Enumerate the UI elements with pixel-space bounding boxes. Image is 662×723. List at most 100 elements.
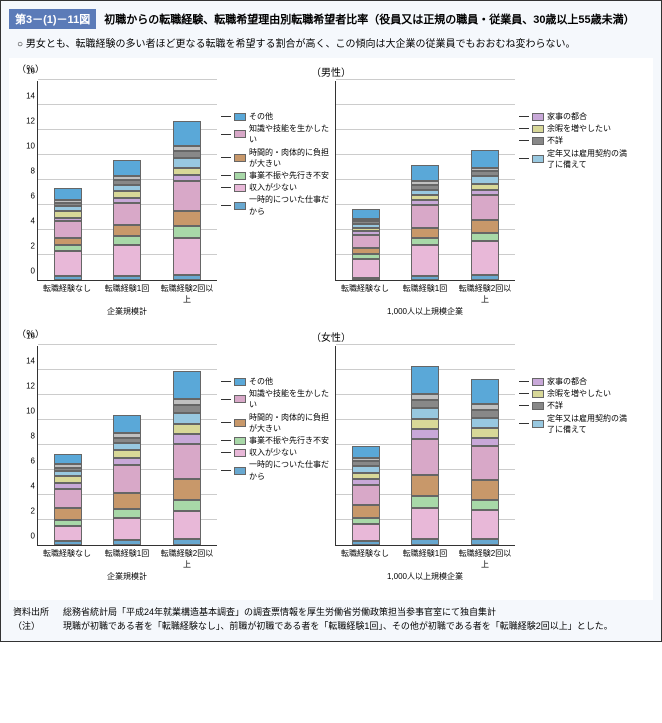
source-label: 資料出所: [13, 606, 63, 620]
footnote-label: （注）: [13, 620, 63, 634]
legend-item: 余暇を増やしたい: [519, 388, 629, 399]
bar-segment: [471, 446, 499, 480]
legend-pointer: [519, 405, 529, 406]
x-category-label: 転職経験なし: [335, 283, 394, 305]
stacked-bar: [113, 415, 141, 545]
y-tick-label: 4: [31, 482, 38, 491]
bar-segment: [173, 168, 201, 176]
x-labels: 転職経験なし転職経験1回転職経験2回以上: [335, 548, 515, 570]
bar-segment: [411, 366, 439, 394]
y-tick-label: 16: [26, 332, 38, 341]
bar-segment: [54, 541, 82, 545]
y-tick-label: 4: [31, 217, 38, 226]
bar-segment: [471, 275, 499, 280]
legend-label: 家事の都合: [547, 376, 587, 387]
stacked-bar: [54, 188, 82, 281]
legend-swatch: [532, 137, 544, 145]
source-text: 総務省統計局「平成24年就業構造基本調査」の調査票情報を厚生労働省労働政策担当参…: [63, 607, 496, 617]
chart-row: 0246810121416転職経験なし転職経験1回転職経験2回以上企業規模計その…: [15, 81, 647, 317]
legend-pointer: [221, 116, 231, 117]
legend-swatch: [234, 449, 246, 457]
legend-item: その他: [221, 376, 331, 387]
legend-swatch: [234, 378, 246, 386]
legend-label: 不詳: [547, 135, 563, 146]
legend-label: 時間的・肉体的に負担が大きい: [249, 412, 331, 434]
legend-swatch: [532, 378, 544, 386]
x-category-label: 転職経験2回以上: [455, 283, 514, 305]
legend-item: 一時的についた仕事だから: [221, 459, 331, 481]
x-category-label: 転職経験2回以上: [455, 548, 514, 570]
bar-segment: [471, 428, 499, 438]
legend-pointer: [519, 140, 529, 141]
bar-segment: [173, 121, 201, 146]
x-category-label: 転職経験1回: [395, 548, 454, 570]
x-labels: 転職経験なし転職経験1回転職経験2回以上: [37, 283, 217, 305]
bar-segment: [113, 458, 141, 466]
x-category-label: 転職経験1回: [97, 283, 156, 305]
bar-segment: [173, 500, 201, 511]
legend-swatch: [234, 419, 246, 427]
y-tick-label: 6: [31, 457, 38, 466]
y-tick-label: 14: [26, 357, 38, 366]
bar-segment: [173, 211, 201, 226]
stacked-bar: [173, 121, 201, 280]
bar-segment: [352, 446, 380, 457]
legend-item: 知識や技能を生かしたい: [221, 123, 331, 145]
legend-pointer: [221, 187, 231, 188]
bar-segment: [352, 524, 380, 542]
legend-swatch: [234, 467, 246, 475]
bar-segment: [54, 221, 82, 237]
bar-segment: [411, 508, 439, 539]
legend-item: 家事の都合: [519, 111, 629, 122]
grid-line: [336, 344, 515, 345]
x-labels: 転職経験なし転職経験1回転職経験2回以上: [37, 548, 217, 570]
gender-label: （女性）: [15, 329, 647, 344]
legend-item: 余暇を増やしたい: [519, 123, 629, 134]
note-marker: ○: [17, 39, 23, 50]
bar-segment: [173, 158, 201, 168]
bar-segment: [471, 438, 499, 447]
y-tick-label: 10: [26, 407, 38, 416]
legend-label: 余暇を増やしたい: [547, 388, 611, 399]
bar-segment: [173, 181, 201, 211]
stacked-bar: [113, 160, 141, 280]
legend-pointer: [221, 205, 231, 206]
stacked-bar: [411, 366, 439, 545]
bar-segment: [471, 233, 499, 242]
bar-segment: [54, 238, 82, 246]
y-tick-label: 8: [31, 432, 38, 441]
bar-segment: [352, 278, 380, 281]
bar-segment: [113, 225, 141, 236]
title-row: 第3－(1)－11図 初職からの転職経験、転職希望理由別転職希望者比率（役員又は…: [9, 9, 653, 29]
legend-pointer: [221, 134, 231, 135]
bar-segment: [113, 450, 141, 458]
bar-segment: [173, 539, 201, 545]
legend-label: 定年又は雇用契約の満了に備えて: [547, 413, 629, 435]
bar-segment: [471, 539, 499, 545]
legend-label: 収入が少ない: [249, 182, 297, 193]
legend-pointer: [221, 452, 231, 453]
legend-label: 一時的についた仕事だから: [249, 459, 331, 481]
bar-segment: [113, 160, 141, 176]
bar-segment: [411, 439, 439, 475]
legend-swatch: [532, 402, 544, 410]
bar-segment: [54, 508, 82, 521]
legend-pointer: [221, 399, 231, 400]
bar-segment: [471, 410, 499, 418]
bars-group: [38, 346, 217, 545]
bar-segment: [471, 379, 499, 404]
legend-label: その他: [249, 111, 273, 122]
legend-item: 知識や技能を生かしたい: [221, 388, 331, 410]
chart-block: （女性）（％）0246810121416転職経験なし転職経験1回転職経験2回以上…: [15, 329, 647, 582]
bar-segment: [113, 518, 141, 541]
stacked-bar: [54, 454, 82, 545]
legend-item: 事業不振や先行き不安: [221, 435, 331, 446]
legend-pointer: [221, 175, 231, 176]
bar-segment: [173, 424, 201, 434]
legend-pointer: [519, 393, 529, 394]
legend-swatch: [234, 172, 246, 180]
bar-segment: [113, 493, 141, 509]
x-group-label: 企業規模計: [37, 306, 217, 317]
plot-area: 0246810121416: [37, 81, 217, 281]
x-category-label: 転職経験なし: [37, 548, 96, 570]
